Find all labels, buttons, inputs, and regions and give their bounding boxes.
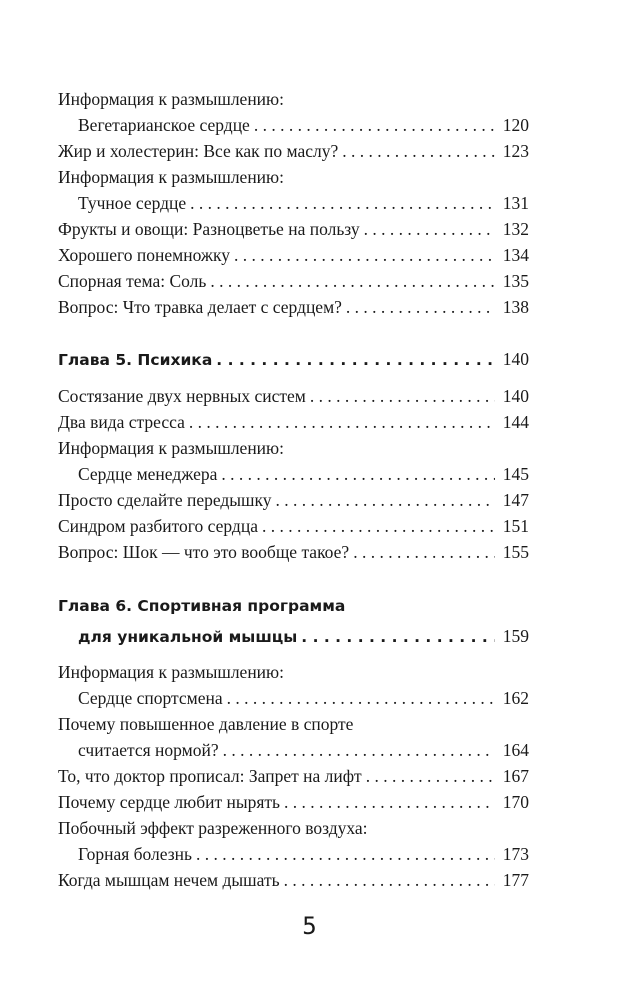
toc-entry[interactable]: Жир и холестерин: Все как по маслу? 123 bbox=[58, 138, 529, 164]
toc-entry-title: Сердце спортсмена bbox=[78, 688, 223, 708]
dot-leader bbox=[254, 112, 495, 138]
toc-page-number: 132 bbox=[502, 219, 529, 239]
toc-page-number: 138 bbox=[502, 297, 529, 317]
toc-entry[interactable]: Фрукты и овощи: Разноцветье на пользу 132 bbox=[58, 216, 529, 242]
toc-entry[interactable]: Информация к размышлению: Тучное сердце 13… bbox=[58, 164, 529, 216]
toc-entry[interactable]: Состязание двух нервных систем 140 bbox=[58, 383, 529, 409]
toc-page-number: 164 bbox=[502, 740, 529, 760]
toc-section: Состязание двух нервных систем 140 Два вид… bbox=[58, 383, 529, 565]
toc-page-number: 134 bbox=[502, 245, 529, 265]
toc-entry-title: Почему повышенное давление в спорте bbox=[58, 714, 354, 734]
toc-entry[interactable]: Информация к размышлению: Вегетарианское … bbox=[58, 86, 529, 138]
chapter-heading: Глава 6. Спортивная программа для уникаль… bbox=[58, 591, 529, 651]
toc-page-number: 159 bbox=[502, 626, 529, 646]
toc-entry[interactable]: Почему сердце любит нырять 170 bbox=[58, 789, 529, 815]
toc-entry-title: Просто сделайте передышку bbox=[58, 490, 272, 510]
toc-page-number: 123 bbox=[502, 141, 529, 161]
toc-entry-title: Почему сердце любит нырять bbox=[58, 792, 281, 812]
toc-entry[interactable]: Почему повышенное давление в спорте счита… bbox=[58, 711, 529, 763]
toc-entry[interactable]: Информация к размышлению: Сердце менеджер… bbox=[58, 435, 529, 487]
dot-leader bbox=[301, 622, 495, 652]
toc-page-number: 162 bbox=[502, 688, 529, 708]
toc-page-number: 147 bbox=[502, 490, 529, 510]
dot-leader bbox=[353, 539, 495, 565]
toc-entry-title: считается нормой? bbox=[78, 740, 219, 760]
toc-entry-title: Побочный эффект разреженного воздуха: bbox=[58, 818, 368, 838]
toc-entry-title: Вегетарианское сердце bbox=[78, 115, 250, 135]
toc-entry-title: Жир и холестерин: Все как по маслу? bbox=[58, 141, 339, 161]
toc-entry[interactable]: То, что доктор прописал: Запрет на лифт 1… bbox=[58, 763, 529, 789]
toc-entry[interactable]: Спорная тема: Соль 135 bbox=[58, 268, 529, 294]
toc-entry-title: То, что доктор прописал: Запрет на лифт bbox=[58, 766, 362, 786]
dot-leader bbox=[189, 409, 495, 435]
toc-entry-title: Спорная тема: Соль bbox=[58, 271, 207, 291]
toc-entry-title: Вопрос: Что травка делает с сердцем? bbox=[58, 297, 342, 317]
toc-entry[interactable]: Информация к размышлению: Сердце спортсме… bbox=[58, 659, 529, 711]
dot-leader bbox=[276, 487, 495, 513]
toc-entry[interactable]: Два вида стресса 144 bbox=[58, 409, 529, 435]
chapter-heading: Глава 5. Психика 140 bbox=[58, 344, 529, 374]
dot-leader bbox=[234, 242, 495, 268]
toc-page-number: 145 bbox=[502, 464, 529, 484]
dot-leader bbox=[342, 138, 495, 164]
toc-page-number: 144 bbox=[502, 412, 529, 432]
toc-page-number: 151 bbox=[502, 516, 529, 536]
toc-entry[interactable]: Просто сделайте передышку 147 bbox=[58, 487, 529, 513]
toc-entry-title: Хорошего понемножку bbox=[58, 245, 230, 265]
toc-entry[interactable]: Побочный эффект разреженного воздуха: Гор… bbox=[58, 815, 529, 867]
dot-leader bbox=[262, 513, 495, 539]
toc-page-number: 155 bbox=[502, 542, 529, 562]
toc-entry[interactable]: Глава 5. Психика 140 bbox=[58, 344, 529, 374]
dot-leader bbox=[190, 190, 495, 216]
toc-entry-title: Горная болезнь bbox=[78, 844, 193, 864]
toc-entry-title: Синдром разбитого сердца bbox=[58, 516, 258, 536]
toc-entry-title: Тучное сердце bbox=[78, 193, 187, 213]
toc-entry-title: Глава 6. Спортивная программа bbox=[58, 597, 346, 615]
toc-entry[interactable]: Глава 6. Спортивная программа для уникаль… bbox=[58, 591, 529, 651]
toc-entry[interactable]: Вопрос: Шок — что это вообще такое? 155 bbox=[58, 539, 529, 565]
table-of-contents: Информация к размышлению: Вегетарианское … bbox=[58, 86, 529, 893]
dot-leader bbox=[216, 345, 495, 375]
dot-leader bbox=[310, 383, 495, 409]
toc-entry-title: Вопрос: Шок — что это вообще такое? bbox=[58, 542, 350, 562]
toc-section: Информация к размышлению: Сердце спортсме… bbox=[58, 659, 529, 893]
toc-entry-title: Два вида стресса bbox=[58, 412, 185, 432]
dot-leader bbox=[223, 737, 495, 763]
toc-entry[interactable]: Синдром разбитого сердца 151 bbox=[58, 513, 529, 539]
toc-page-number: 177 bbox=[502, 870, 529, 890]
toc-page-number: 140 bbox=[502, 386, 529, 406]
toc-entry-title: для уникальной мышцы bbox=[78, 628, 298, 646]
dot-leader bbox=[227, 685, 495, 711]
page-number: 5 bbox=[302, 912, 317, 940]
toc-page-number: 131 bbox=[502, 193, 529, 213]
toc-entry-title: Сердце менеджера bbox=[78, 464, 218, 484]
toc-entry-title: Информация к размышлению: bbox=[58, 438, 284, 458]
toc-page-number: 170 bbox=[502, 792, 529, 812]
dot-leader bbox=[364, 216, 495, 242]
toc-page-number: 173 bbox=[502, 844, 529, 864]
dot-leader bbox=[196, 841, 495, 867]
toc-entry-title: Фрукты и овощи: Разноцветье на пользу bbox=[58, 219, 360, 239]
toc-entry-title: Информация к размышлению: bbox=[58, 167, 284, 187]
toc-entry[interactable]: Хорошего понемножку 134 bbox=[58, 242, 529, 268]
dot-leader bbox=[210, 268, 495, 294]
toc-entry[interactable]: Когда мышцам нечем дышать 177 bbox=[58, 867, 529, 893]
dot-leader bbox=[346, 294, 495, 320]
dot-leader bbox=[284, 789, 495, 815]
dot-leader bbox=[366, 763, 495, 789]
toc-page-number: 140 bbox=[502, 349, 529, 369]
toc-section: Информация к размышлению: Вегетарианское … bbox=[58, 86, 529, 320]
dot-leader bbox=[221, 461, 495, 487]
toc-entry[interactable]: Вопрос: Что травка делает с сердцем? 138 bbox=[58, 294, 529, 320]
toc-page-number: 167 bbox=[502, 766, 529, 786]
toc-entry-title: Информация к размышлению: bbox=[58, 89, 284, 109]
toc-entry-title: Состязание двух нервных систем bbox=[58, 386, 306, 406]
toc-entry-title: Информация к размышлению: bbox=[58, 662, 284, 682]
toc-entry-title: Глава 5. Психика bbox=[58, 351, 213, 369]
dot-leader bbox=[284, 867, 495, 893]
toc-page-number: 120 bbox=[502, 115, 529, 135]
toc-entry-title: Когда мышцам нечем дышать bbox=[58, 870, 280, 890]
toc-page-number: 135 bbox=[502, 271, 529, 291]
